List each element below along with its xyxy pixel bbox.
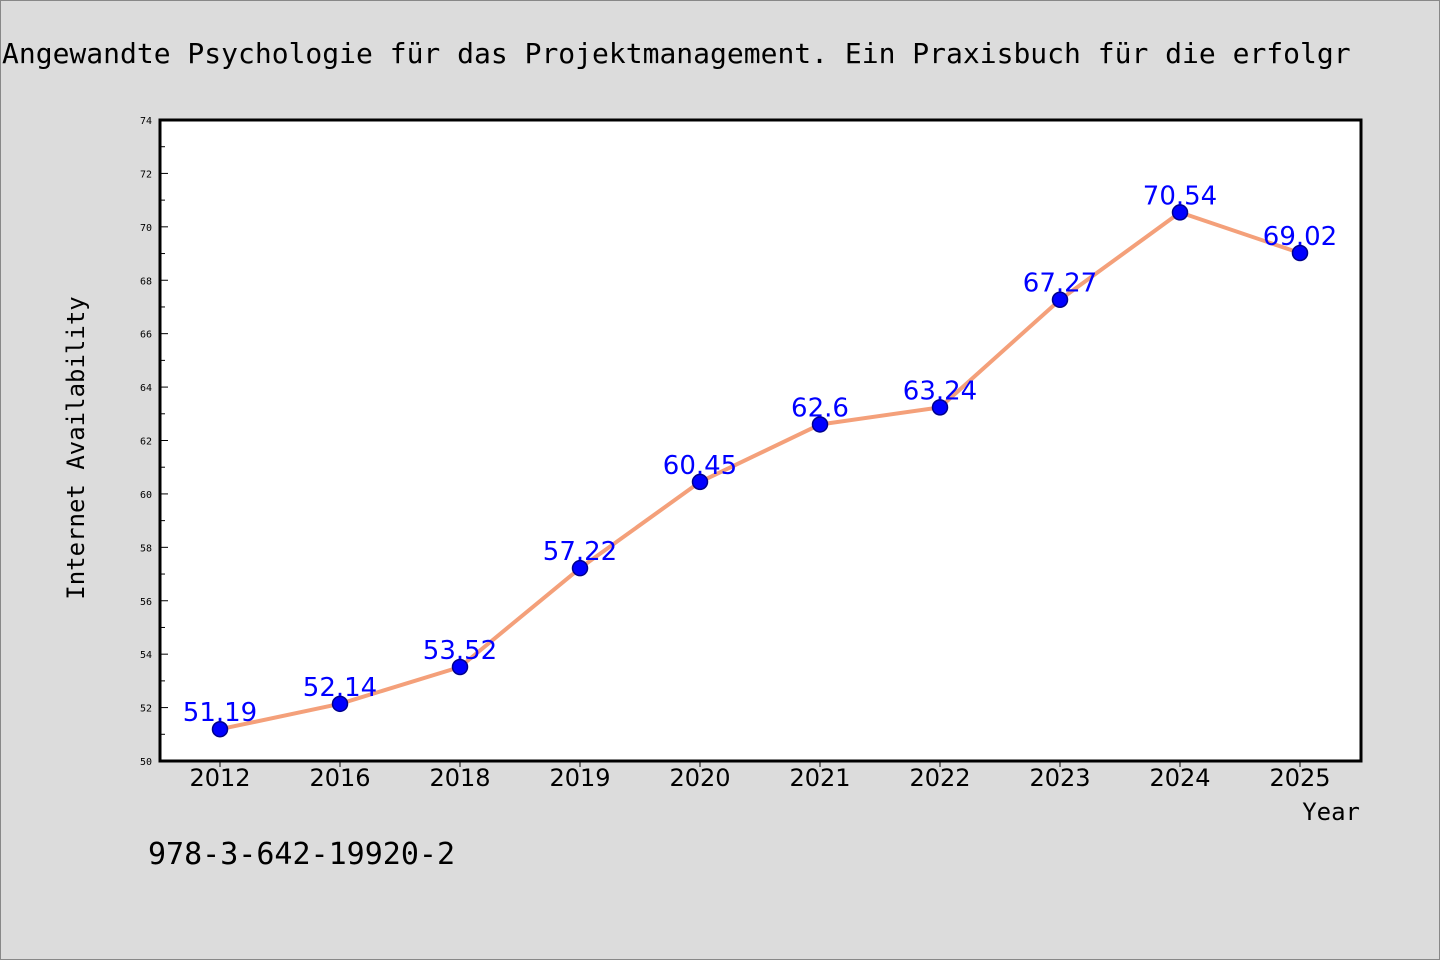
data-point bbox=[1051, 291, 1069, 308]
data-label: 60.45 bbox=[663, 451, 737, 481]
data-point bbox=[931, 399, 949, 416]
y-tick-label: 66 bbox=[140, 330, 152, 341]
plot-frame bbox=[158, 118, 1363, 763]
y-tick-label: 58 bbox=[140, 543, 152, 554]
series-line bbox=[218, 210, 1302, 732]
y-tick-label: 52 bbox=[140, 704, 152, 715]
x-tick-label: 2012 bbox=[189, 764, 250, 792]
x-tick-label: 2019 bbox=[549, 764, 610, 792]
x-tick-label: 2023 bbox=[1029, 764, 1090, 792]
data-label: 63.24 bbox=[903, 376, 977, 406]
x-tick-label: 2025 bbox=[1269, 764, 1330, 792]
isbn-annotation: 978-3-642-19920-2 bbox=[148, 837, 455, 872]
data-label: 51.19 bbox=[183, 698, 257, 728]
y-tick-label: 60 bbox=[140, 490, 152, 501]
series-line-group bbox=[218, 210, 1302, 732]
y-tick-label: 56 bbox=[140, 597, 152, 608]
y-axis-label: Internet Availability bbox=[62, 296, 90, 599]
y-tick-label: 74 bbox=[140, 116, 152, 127]
series-markers bbox=[211, 204, 1309, 738]
data-point bbox=[211, 720, 229, 738]
x-tick-label: 2021 bbox=[789, 764, 850, 792]
data-point bbox=[331, 695, 349, 713]
x-axis-ticks: 2012 2016 2018 2019 2020 2021 2022 2023 2024 2025 bbox=[189, 761, 1331, 792]
x-tick-label: 2024 bbox=[1149, 764, 1210, 792]
data-label: 69.02 bbox=[1263, 222, 1337, 252]
x-tick-label: 2022 bbox=[909, 764, 970, 792]
x-tick-label: 2016 bbox=[309, 764, 370, 792]
y-tick-label: 54 bbox=[140, 650, 152, 661]
data-label: 53.52 bbox=[423, 636, 497, 666]
chart-title: Angewandte Psychologie für das Projektma… bbox=[2, 37, 1351, 70]
data-label: 62.6 bbox=[791, 393, 849, 423]
y-tick-label: 50 bbox=[140, 757, 152, 768]
y-tick-label: 62 bbox=[140, 437, 152, 448]
y-tick-label: 68 bbox=[140, 276, 152, 287]
data-point bbox=[1171, 204, 1189, 221]
data-point bbox=[811, 416, 829, 433]
y-tick-label: 72 bbox=[140, 169, 152, 180]
data-label: 52.14 bbox=[303, 673, 377, 703]
data-point bbox=[691, 473, 709, 491]
data-point bbox=[451, 658, 469, 676]
x-tick-label: 2018 bbox=[429, 764, 490, 792]
data-point bbox=[1291, 244, 1309, 262]
data-label: 67.27 bbox=[1023, 269, 1097, 299]
y-axis-ticks: 50 52 54 56 58 60 62 64 66 68 70 72 74 bbox=[140, 116, 168, 768]
y-tick-label: 64 bbox=[140, 383, 152, 394]
x-tick-label: 2020 bbox=[669, 764, 730, 792]
y-tick-label: 70 bbox=[140, 223, 152, 234]
data-label: 70.54 bbox=[1143, 181, 1217, 211]
data-point bbox=[571, 559, 589, 577]
data-label: 57.22 bbox=[543, 537, 617, 567]
data-labels: 51.19 52.14 53.52 57.22 60.45 62.6 63.24 67.27 7… bbox=[183, 181, 1337, 728]
x-axis-label: Year bbox=[1302, 798, 1360, 826]
